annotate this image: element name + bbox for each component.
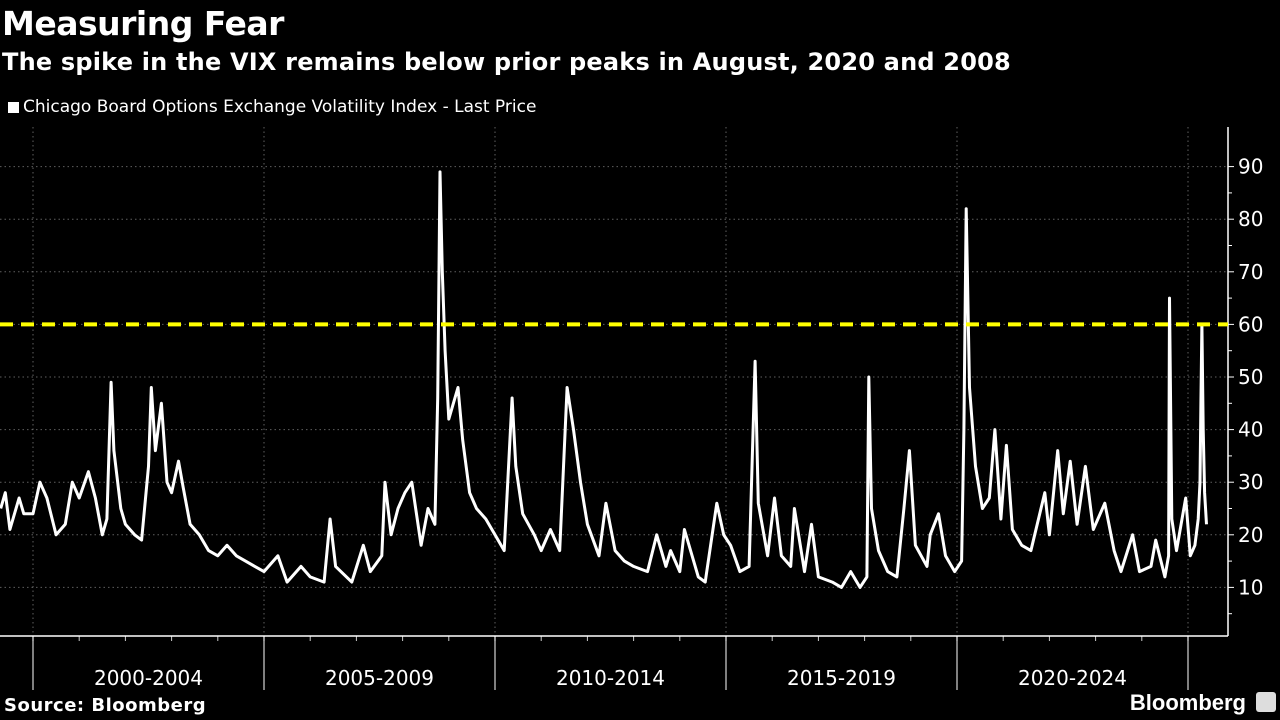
legend-label: Chicago Board Options Exchange Volatilit… xyxy=(23,97,537,117)
y-tick-label: 80 xyxy=(1238,207,1263,231)
x-tick-label: 2020-2024 xyxy=(1018,666,1127,690)
legend-swatch xyxy=(8,101,19,113)
y-tick-label: 40 xyxy=(1238,418,1263,442)
y-tick-label: 50 xyxy=(1238,365,1263,389)
chart-subtitle: The spike in the VIX remains below prior… xyxy=(2,48,1011,76)
bloomberg-logo: Bloomberg xyxy=(1129,690,1246,715)
y-tick-label: 70 xyxy=(1238,260,1263,284)
source-note: Source: Bloomberg xyxy=(4,695,207,716)
bloomberg-chart-icon xyxy=(1256,692,1276,712)
y-tick-label: 30 xyxy=(1238,470,1263,494)
y-tick-label: 60 xyxy=(1238,312,1263,336)
legend: Chicago Board Options Exchange Volatilit… xyxy=(8,97,536,117)
y-tick-label: 90 xyxy=(1238,155,1263,179)
y-tick-label: 10 xyxy=(1238,575,1263,599)
vix-series-line xyxy=(0,170,1208,589)
x-tick-label: 2010-2014 xyxy=(556,666,665,690)
x-tick-label: 2005-2009 xyxy=(325,666,434,690)
x-tick-label: 2015-2019 xyxy=(787,666,896,690)
y-tick-label: 20 xyxy=(1238,523,1263,547)
chart-title: Measuring Fear xyxy=(2,4,284,43)
x-tick-label: 2000-2004 xyxy=(94,666,203,690)
